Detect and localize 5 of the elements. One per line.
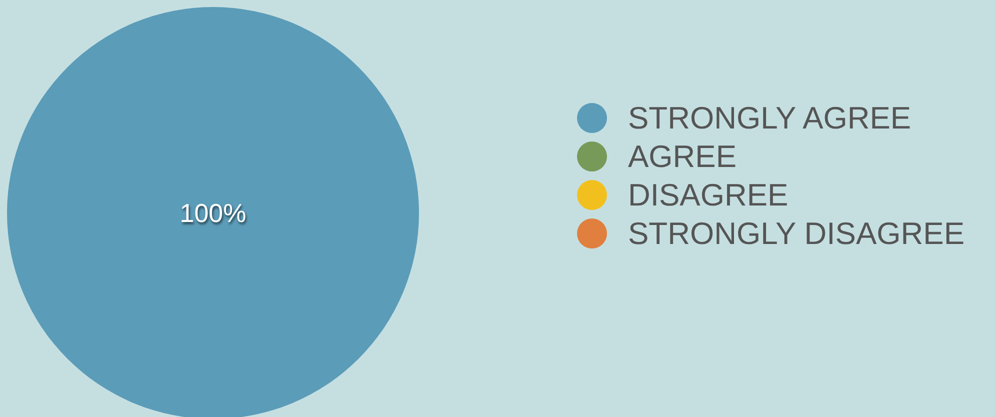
legend-label: STRONGLY DISAGREE — [628, 216, 964, 251]
data-label: 100% — [180, 198, 246, 228]
legend-label: AGREE — [628, 139, 737, 174]
legend-label: STRONGLY AGREE — [628, 100, 912, 136]
legend-label: DISAGREE — [628, 178, 788, 212]
